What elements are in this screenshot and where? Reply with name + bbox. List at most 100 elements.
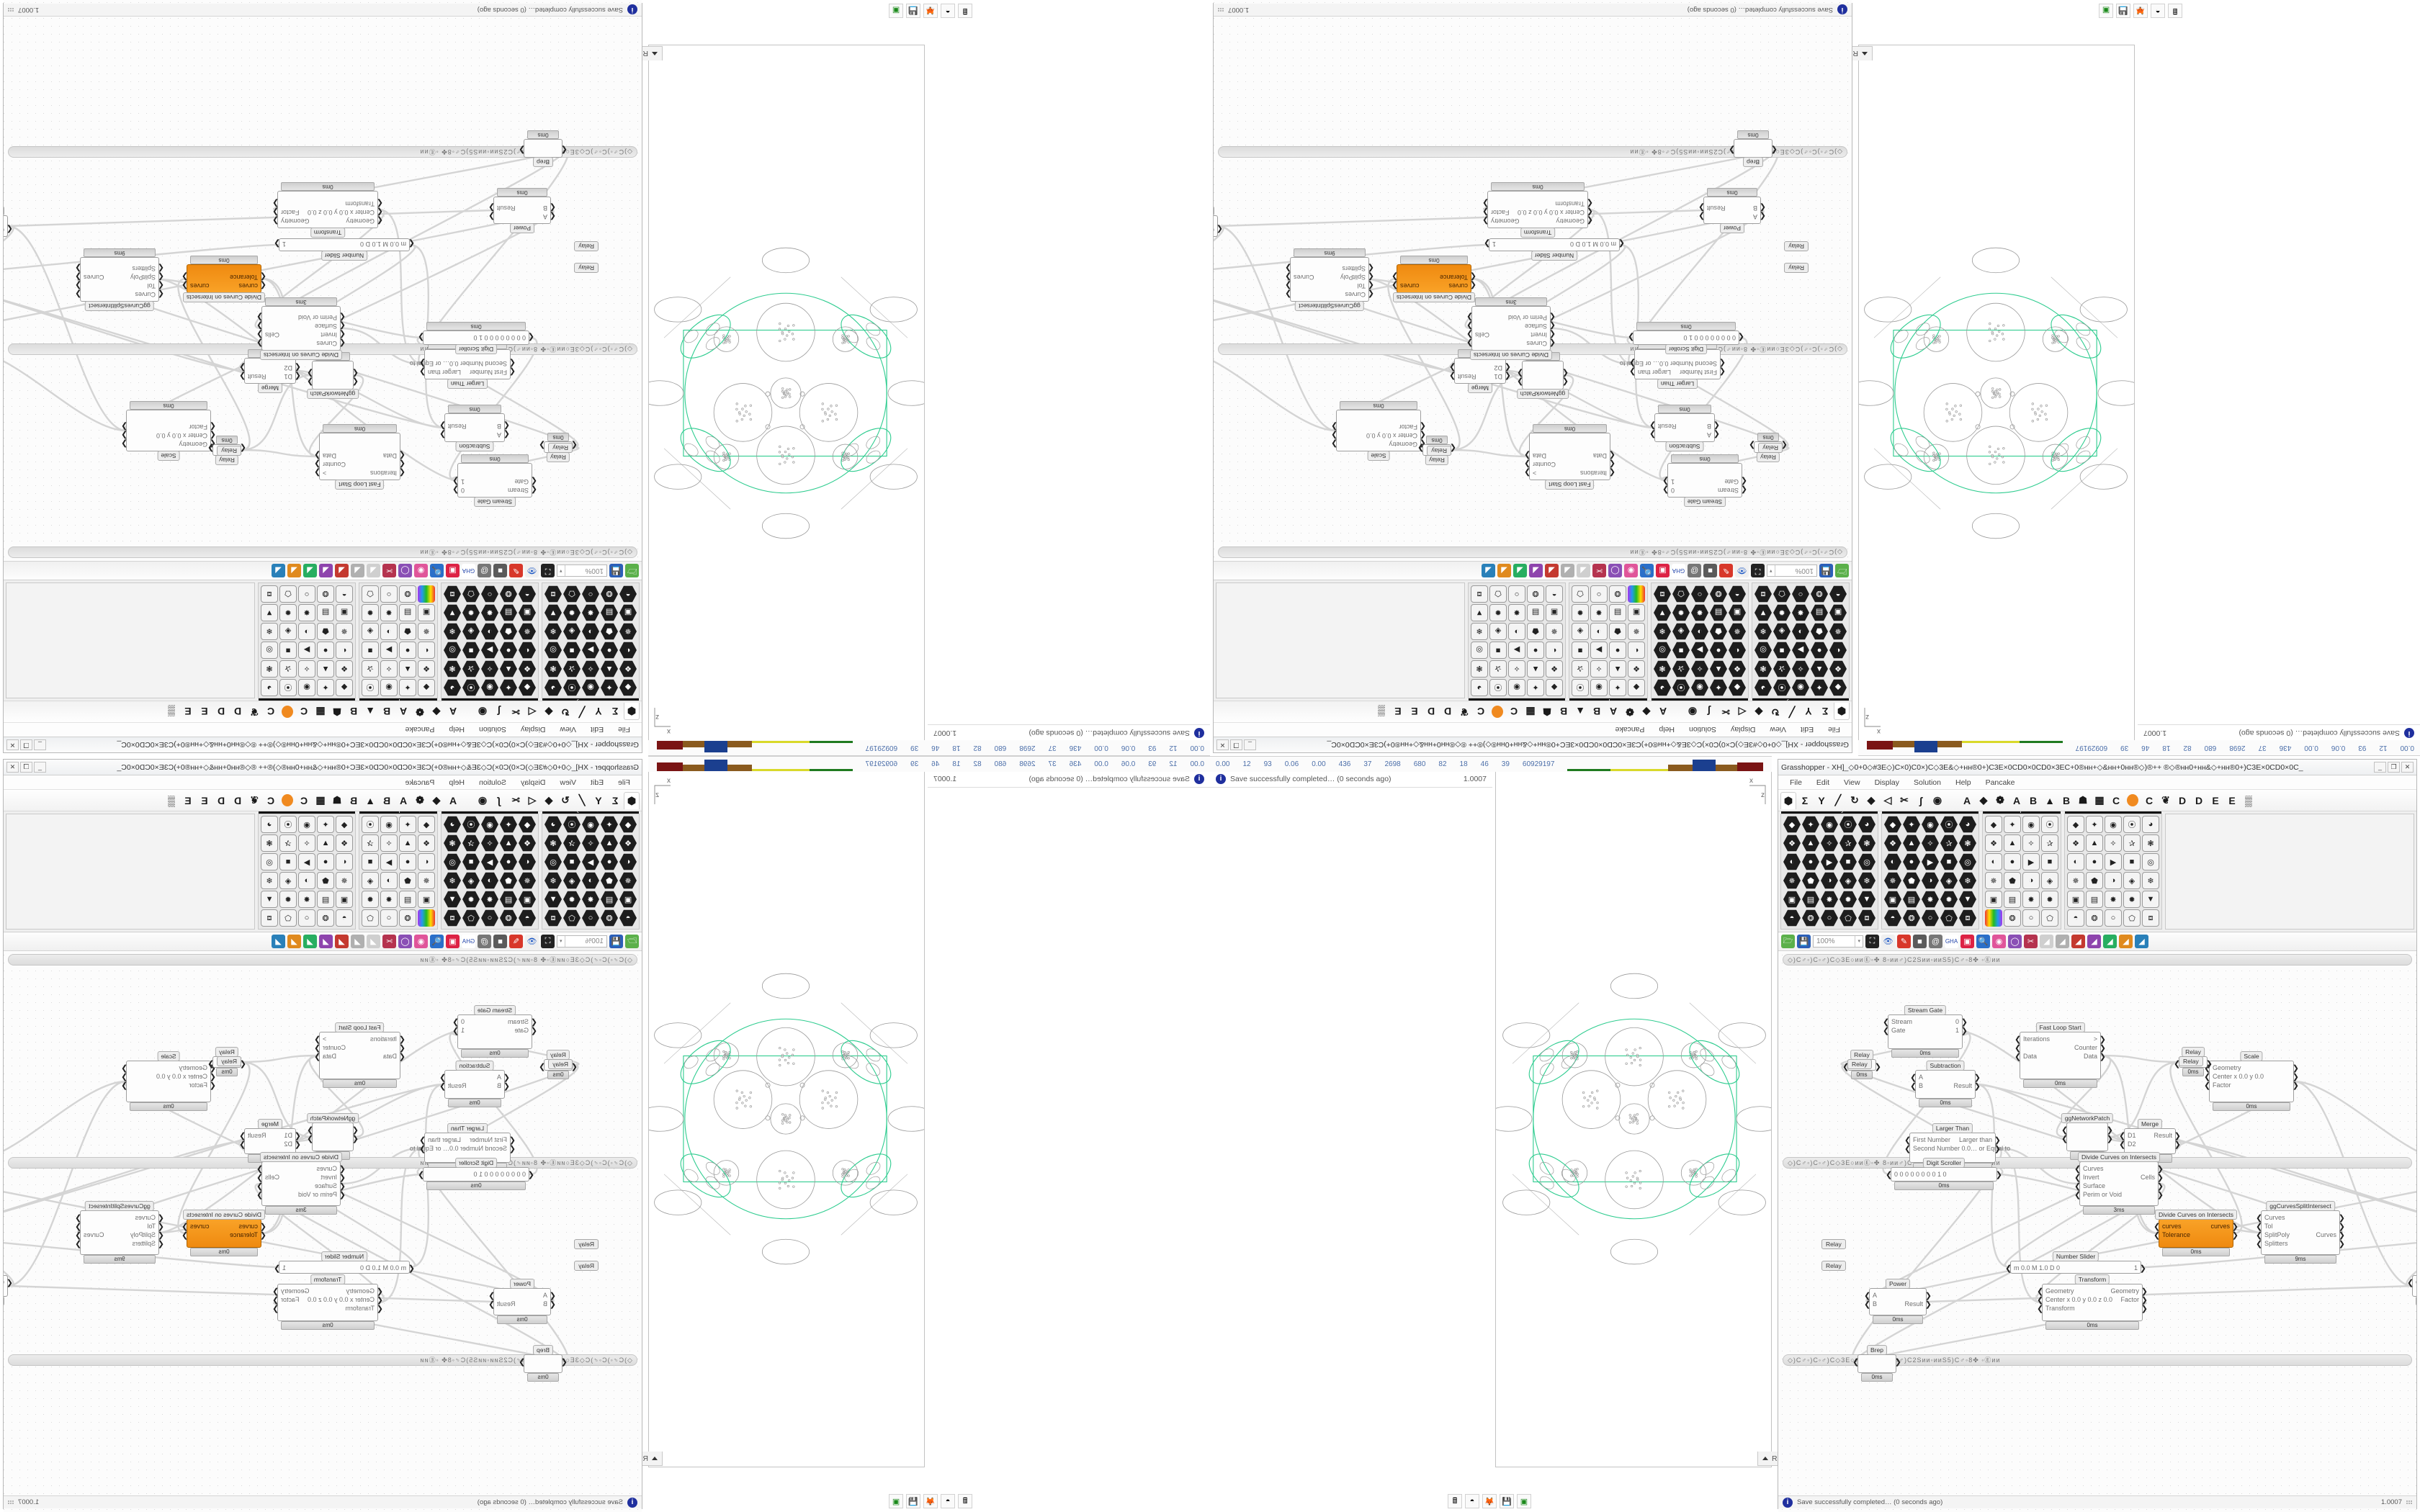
badger-icon[interactable]: ◓ [941,1494,955,1508]
gh-port-in[interactable]: ❮ [6,225,13,233]
component-icon-util-20[interactable]: ■ [279,853,297,870]
component-icon-util-28[interactable]: ▼ [261,604,278,621]
component-panel-header-primitive[interactable]: Primitive↓ [442,811,538,814]
save-disk-icon[interactable]: 💾 [609,564,623,577]
component-icon-util-6[interactable]: ✦ [1527,679,1544,696]
component-icon-util-13[interactable]: ✧ [298,660,315,678]
component-icon-util-8[interactable]: ● [2086,853,2103,870]
gh-port-out[interactable]: ❯ [419,359,426,367]
gh-node[interactable]: Stream Gate Stream 0 Gate 1 0ms ❮ ❮ ❯ ❯ [1662,454,1747,507]
component-icon-util-29[interactable]: ⧈ [1471,585,1488,603]
component-icon-primitive-7[interactable]: ▲ [500,834,517,852]
gh-port-out[interactable]: ❯ [2099,1035,2106,1044]
component-icon-util-17[interactable]: ○ [1508,585,1525,603]
component-icon-primitive-29[interactable]: ⧈ [444,585,461,603]
component-icon-input-18[interactable]: ⦿ [362,679,379,696]
component-icon-geometry-25[interactable]: ❃ [1754,660,1772,678]
gh-port-in[interactable]: ❮ [1770,145,1778,154]
gh-port-in[interactable]: ❮ [2119,1132,2126,1140]
gh-relay[interactable]: Relay [548,1059,573,1069]
gh-port-out[interactable]: ❯ [1331,422,1338,431]
gh-port-out[interactable]: ❯ [2156,1182,2164,1191]
component-icon-geometry-17[interactable]: ○ [1792,585,1809,603]
component-icon-geometry-18[interactable]: ⦿ [563,679,581,696]
rhino-viewport[interactable]: x z [648,769,925,1467]
search-icon[interactable]: 🔍 [430,935,444,948]
component-icon-input-19[interactable]: ✰ [1572,660,1589,678]
component-icon-primitive-23[interactable]: ⬠ [1940,909,1958,927]
gh-port-out[interactable]: ❯ [1285,264,1292,272]
gh-port-out[interactable]: ❯ [488,1292,496,1300]
gh-port-in[interactable]: ❮ [2256,1214,2263,1223]
gh-port-in[interactable]: ❮ [209,1081,216,1090]
component-icon-input-9[interactable]: ⬟ [399,872,416,889]
gha-icon[interactable]: GHA [462,935,475,948]
component-icon-input-5[interactable] [1985,909,2002,927]
gh-port-in[interactable]: ❮ [259,1223,266,1231]
gh-node[interactable]: Fast Loop Start Iterations > Counter Data Dat… [2015,1022,2106,1088]
profiler-icon[interactable]: ◉ [414,935,428,948]
paint-brush-icon[interactable]: ✎ [1897,935,1911,948]
component-icon-geometry-2[interactable]: ◐ [619,853,637,870]
gh-port-out[interactable]: ❯ [121,1064,128,1073]
component-icon-geometry-7[interactable]: ▲ [601,660,618,678]
gh-node[interactable]: Subtraction A B Result 0ms ❮ ❮ ❯ ❯ [439,1061,510,1107]
gh-port-in[interactable]: ❮ [2015,1035,2022,1044]
component-icon-input-16[interactable]: ✸ [380,604,398,621]
ribbon-tab-left-1[interactable]: Σ [611,706,619,718]
component-icon-primitive-15[interactable]: ◑ [481,623,498,640]
gh-port-in[interactable]: ❮ [398,1053,405,1061]
gh-port-in[interactable]: ❮ [376,1287,383,1296]
gh-port-out[interactable]: ❯ [307,377,314,386]
component-icon-geometry-13[interactable]: ✧ [1792,660,1809,678]
gh-port-in[interactable]: ❮ [339,312,346,321]
canvas-scrollbar-top[interactable]: ◇)C♂◦)C◦♂)C◇3E○ииⒺ◦✤ 8◦ии♂)C2Sии◦ииS5)C♂… [1218,546,1847,558]
gh-port-out[interactable]: ❯ [256,1182,264,1191]
gh-port-in[interactable]: ❮ [549,212,556,220]
component-icon-geometry-6[interactable]: ✦ [1802,816,1819,833]
component-icon-input-22[interactable]: ✹ [362,604,379,621]
gh-port-out[interactable]: ❯ [182,1231,189,1240]
minimize-button[interactable]: _ [2374,762,2386,773]
gh-relay[interactable]: Relay [1784,241,1809,251]
component-icon-geometry-8[interactable]: ● [1802,853,1819,870]
chevron-down-icon[interactable]: ↓ [2056,811,2058,812]
component-icon-primitive-8[interactable]: ● [1710,642,1727,659]
ribbon-tab-right-2[interactable]: ❁ [416,706,424,718]
gh-port-out[interactable]: ❯ [1449,363,1456,372]
ribbon-tab-left-8[interactable]: ʃ [497,706,501,718]
component-icon-geometry-29[interactable]: ⧈ [1858,909,1876,927]
gh-relay[interactable]: Relay [574,1239,599,1249]
gh-port-in[interactable]: ❮ [2037,1287,2044,1296]
gh-node[interactable]: Fast Loop Start Iterations > Counter Data Dat… [1524,424,1615,490]
search-icon[interactable]: 🔍 [430,564,444,577]
ribbon-tab-right-8[interactable]: ▦ [2094,794,2105,806]
gh-port-out[interactable]: ❯ [439,421,447,430]
gh-port-in[interactable]: ❮ [209,431,216,439]
gh-port-out[interactable]: ❯ [239,1132,246,1140]
save-disk-icon[interactable]: 💾 [1819,564,1833,577]
chevron-down-icon[interactable]: ↓ [1973,811,1976,812]
component-icon-primitive-19[interactable]: ✰ [462,834,480,852]
resize-grip-icon[interactable] [1218,8,1224,12]
gh-node[interactable]: Brep 0ms ❮ ❯ [1729,130,1778,167]
gh-port-in[interactable]: ❮ [2015,1053,2022,1061]
component-icon-util-7[interactable]: ▲ [1527,660,1544,678]
ribbon-tab-right-8[interactable]: ▦ [315,706,326,718]
gh-port-in[interactable]: ❮ [2256,1240,2263,1248]
gh-port-out[interactable]: ❯ [2106,1126,2113,1135]
component-icon-input-16[interactable]: ✸ [380,891,398,908]
component-icon-util-4[interactable]: ▣ [2067,891,2084,908]
menu-item-pancake[interactable]: Pancake [405,725,435,734]
gh-port-in[interactable]: ❮ [1216,225,1223,233]
component-panel-header-primitive[interactable]: Primitive↓ [1652,698,1748,701]
ribbon-tab-right-9[interactable]: C [1510,706,1518,718]
menu-item-help[interactable]: Help [449,778,465,787]
droplet-2-icon[interactable]: ◢ [2056,935,2069,948]
gh-port-out[interactable]: ❯ [1524,468,1531,477]
component-icon-input-4[interactable]: ▣ [418,604,435,621]
gh-port-in[interactable]: ❮ [351,1135,359,1143]
component-icon-util-24[interactable]: ◕ [2142,816,2159,833]
grasshopper-titlebar[interactable]: Grasshopper - XH]_◇0+0◇#3E◇)C×0)C0×)C◇3E… [1778,760,2416,775]
gh-port-out[interactable]: ❯ [1973,1082,1981,1091]
